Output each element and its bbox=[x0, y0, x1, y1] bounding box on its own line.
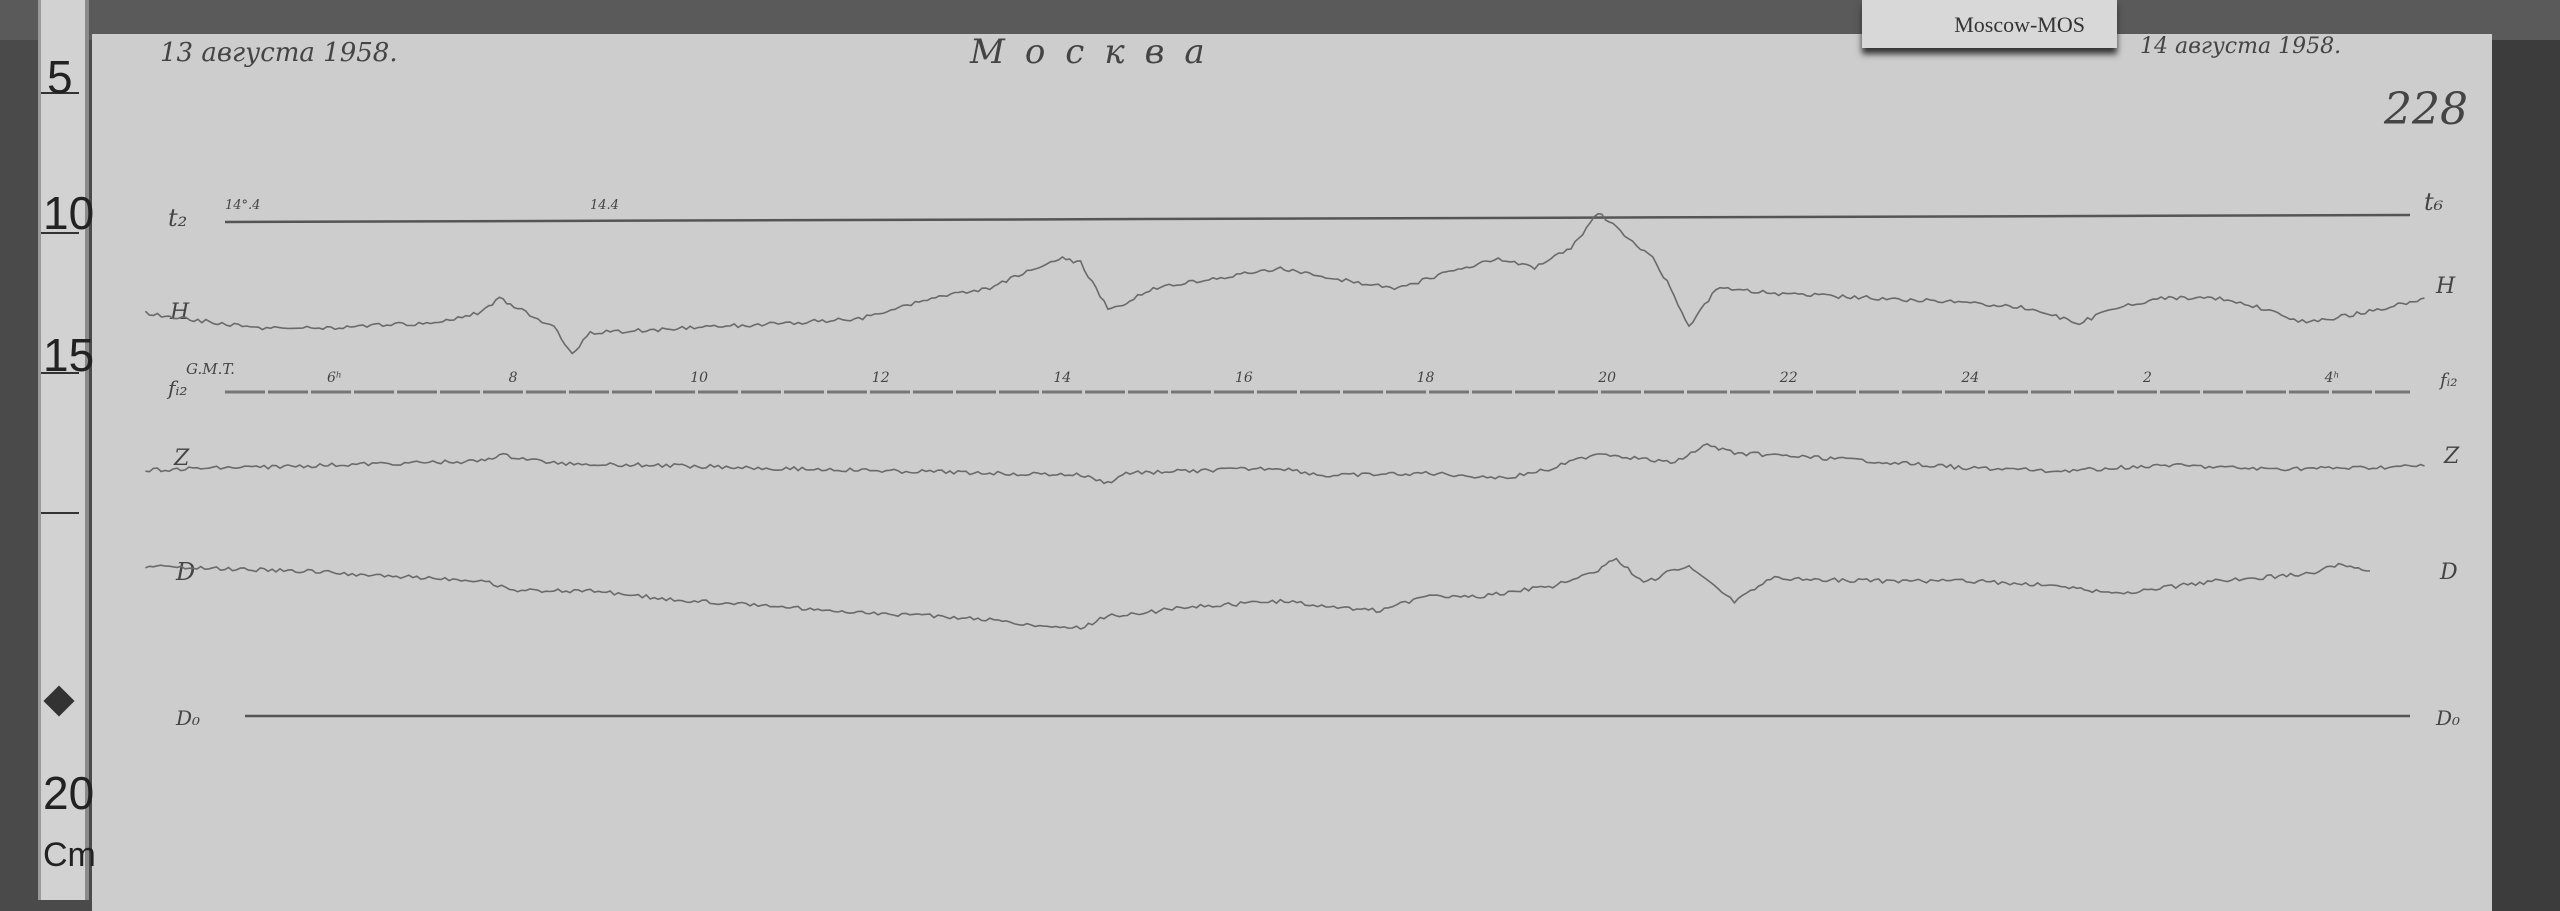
x-tick-label: 12 bbox=[872, 370, 890, 386]
ruler-tick bbox=[41, 512, 79, 514]
label-t-left: t₂ bbox=[168, 204, 188, 232]
station-tag-text: Moscow-MOS bbox=[1954, 12, 2085, 37]
trace-d bbox=[145, 557, 2371, 630]
x-tick-label: 22 bbox=[1779, 370, 1798, 386]
x-tick-label: 18 bbox=[1417, 370, 1435, 386]
label-temp-mid: 14.4 bbox=[590, 198, 619, 213]
ruler-tick bbox=[41, 92, 79, 94]
temperature-baseline bbox=[224, 213, 2411, 224]
board-background bbox=[0, 0, 2560, 40]
label-z-right: Z bbox=[2444, 444, 2460, 469]
x-tick-label: 14 bbox=[1053, 370, 1071, 386]
x-tick-label: 20 bbox=[1597, 370, 1616, 386]
label-z-left: Z bbox=[174, 446, 190, 471]
label-gmt: G.M.T. bbox=[186, 360, 235, 378]
label-d0-right: D₀ bbox=[2436, 706, 2461, 730]
label-d-left: D bbox=[176, 558, 196, 586]
ruler-mark-5: 5 bbox=[47, 51, 73, 103]
label-fix-left: fᵢ₂ bbox=[168, 376, 188, 400]
trace-h bbox=[144, 212, 2425, 355]
sheet-number: 228 bbox=[2384, 84, 2468, 135]
station-handwritten: Москва bbox=[970, 32, 1225, 72]
date-left: 13 августа 1958. bbox=[160, 38, 398, 68]
ruler-mark-15: 15 bbox=[43, 329, 95, 381]
ruler-tick bbox=[41, 372, 79, 374]
ruler-mark-10: 10 bbox=[43, 187, 95, 239]
trace-z bbox=[145, 443, 2425, 485]
x-tick-label: 4ʰ bbox=[2324, 370, 2340, 386]
x-tick-label: 6ʰ bbox=[327, 370, 342, 386]
x-tick-label: 16 bbox=[1235, 370, 1253, 386]
board-edge bbox=[2492, 40, 2560, 911]
date-right: 14 августа 1958. bbox=[2140, 34, 2342, 59]
x-tick-label: 10 bbox=[690, 370, 708, 386]
x-tick-label: 24 bbox=[1960, 370, 1979, 386]
ruler-mark-20: 20 bbox=[43, 767, 95, 819]
ruler-tick bbox=[41, 232, 79, 234]
label-d0-left: D₀ bbox=[176, 706, 201, 730]
label-h-right: H bbox=[2436, 274, 2456, 299]
x-tick-label: 8 bbox=[509, 370, 518, 386]
label-temp-left: 14°.4 bbox=[225, 198, 261, 213]
label-fix-right: fᵢ₂ bbox=[2440, 370, 2458, 391]
magnetogram-paper bbox=[92, 34, 2492, 911]
ruler-unit: Cm bbox=[43, 836, 96, 874]
station-tag: Moscow-MOS bbox=[1862, 0, 2117, 48]
label-t-right: t₆ bbox=[2424, 188, 2444, 216]
x-tick-label: 2 bbox=[2142, 370, 2152, 386]
label-d-right: D bbox=[2440, 560, 2458, 585]
scale-ruler: 5 10 15 20 Cm bbox=[38, 0, 96, 900]
